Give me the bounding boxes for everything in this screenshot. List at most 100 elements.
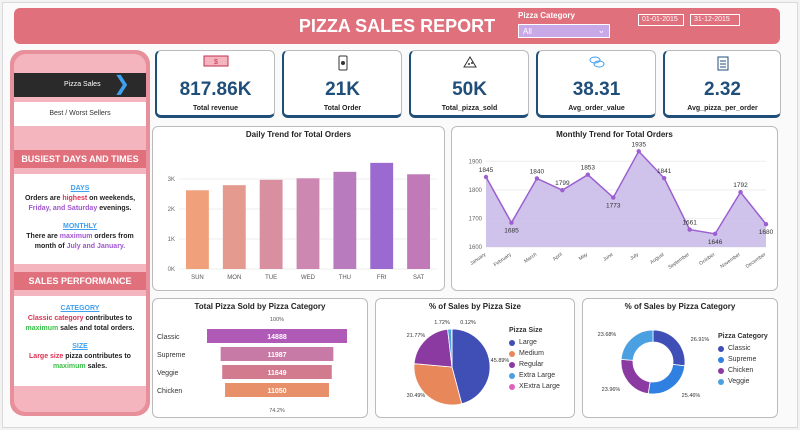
data-point [687, 227, 692, 232]
x-tick-label: FRI [377, 275, 387, 281]
kpi-value: 2.32 [704, 79, 741, 100]
days-text: on weekends, [89, 195, 136, 202]
data-label: 1845 [479, 167, 494, 174]
data-label: 1646 [708, 239, 723, 246]
bar-sat [407, 174, 430, 269]
legend-swatch [509, 350, 515, 357]
legend-label: Regular [519, 361, 544, 368]
days-highlight: Friday, and Saturday [28, 205, 98, 212]
sales-by-category-panel: % of Sales by Pizza Category 26.91% 25.46… [582, 298, 778, 418]
legend-item[interactable]: Supreme [718, 354, 768, 365]
legend-item[interactable]: Chicken [718, 365, 768, 376]
size-text: pizza contributes to [65, 353, 131, 360]
legend-label: Veggie [728, 378, 750, 385]
size-subtitle: SIZE [72, 343, 88, 350]
slice-large [451, 328, 491, 405]
legend-item[interactable]: Regular [509, 359, 560, 370]
legend-swatch [509, 383, 515, 390]
category-subtitle: CATEGORY [60, 305, 100, 312]
slice-classic [652, 329, 686, 367]
legend-label: Chicken [728, 367, 754, 374]
data-point [712, 231, 718, 237]
legend-label: XExtra Large [519, 383, 560, 390]
busiest-days-header: BUSIEST DAYS AND TIMES [14, 150, 146, 168]
monthly-highlight: July and January. [66, 243, 126, 250]
category-legend: Pizza Category Classic Supreme Chicken Veggi… [718, 333, 768, 387]
legend-label: Large [519, 339, 537, 346]
size-legend: Pizza Size Large Medium Regular Extra Large X… [509, 327, 560, 392]
x-tick-label: April [552, 252, 564, 263]
data-label: 1773 [606, 203, 621, 210]
data-point [560, 187, 565, 193]
slice-label: 23.68% [598, 332, 617, 338]
x-tick-label: March [523, 252, 538, 265]
pizza-category-select[interactable]: All ⌄ [518, 24, 610, 38]
y-tick-label: 0K [168, 267, 175, 273]
slice-label: 21.77% [407, 333, 426, 339]
data-point [483, 174, 489, 180]
legend-swatch [718, 345, 724, 352]
data-point [636, 149, 641, 154]
days-text: Orders are [24, 195, 61, 202]
category-text: sales and total orders. [60, 325, 135, 332]
date-end-input[interactable]: 31-12-2015 [690, 14, 740, 26]
funnel-bar-chicken [225, 383, 329, 397]
clipboard-icon [665, 55, 780, 74]
legend-item[interactable]: Medium [509, 348, 560, 359]
days-text: evenings. [99, 205, 132, 212]
pizza-icon [411, 55, 528, 72]
legend-swatch [509, 361, 515, 368]
x-tick-label: December [745, 252, 768, 270]
slice-label: 25.46% [682, 393, 701, 399]
x-tick-label: August [649, 251, 666, 265]
days-subtitle: DAYS [70, 185, 90, 192]
nav-pizza-sales[interactable]: Pizza Sales ❯ [14, 73, 146, 97]
legend-item[interactable]: Extra Large [509, 370, 560, 381]
legend-item[interactable]: Classic [718, 343, 768, 354]
x-tick-label: July [629, 251, 640, 261]
days-highlight: highest [62, 195, 88, 202]
data-point [509, 220, 514, 225]
svg-text:$: $ [214, 59, 218, 66]
x-tick-label: WED [301, 275, 316, 281]
nav-best-worst-sellers[interactable]: Best / Worst Sellers [14, 102, 146, 126]
chart-title: Monthly Trend for Total Orders [556, 130, 673, 139]
funnel-top-label: 100% [270, 317, 284, 323]
category-label: Supreme [157, 352, 186, 359]
legend-item[interactable]: Veggie [718, 376, 768, 387]
chart-title: Daily Trend for Total Orders [245, 130, 352, 139]
chart-title: % of Sales by Pizza Size [428, 302, 522, 311]
y-tick-label: 1600 [469, 245, 483, 251]
slice-label: 0.12% [460, 320, 476, 326]
legend-title: Pizza Size [509, 327, 543, 334]
busiest-days-body: DAYS Orders are highest on weekends, Fri… [14, 174, 146, 264]
kpi-value: 817.86K [179, 79, 252, 100]
monthly-text: There are [26, 233, 58, 240]
kpi-card-total-pizza-sold: 50K Total_pizza_sold [409, 50, 529, 118]
bar-wed [296, 178, 320, 269]
data-label: 1661 [682, 220, 697, 227]
legend-item[interactable]: XExtra Large [509, 381, 560, 392]
coins-icon [538, 55, 655, 72]
kpi-label: Total_pizza_sold [441, 105, 498, 112]
slice-supreme [647, 363, 686, 395]
size-highlight: maximum [52, 363, 86, 370]
data-label: 1935 [631, 141, 646, 148]
slice-chicken [620, 358, 651, 395]
chevron-down-icon: ⌄ [597, 25, 605, 35]
date-end-value: 31-12-2015 [694, 16, 730, 23]
kpi-label: Avg_order_value [568, 105, 625, 112]
phone-order-icon [284, 55, 401, 74]
category-text: contributes to [85, 315, 133, 322]
y-tick-label: 2K [168, 207, 175, 213]
data-label: 1853 [581, 165, 596, 172]
pizza-category-select-value: All [523, 27, 532, 36]
funnel-bar-veggie [222, 365, 332, 379]
date-start-input[interactable]: 01-01-2015 [638, 14, 684, 26]
size-highlight: Large size [29, 353, 64, 360]
data-label: 1685 [504, 228, 519, 235]
monthly-text: month of [34, 243, 65, 250]
daily-trend-panel: Daily Trend for Total Orders 0K 1K 2K 3K SUN… [152, 126, 445, 291]
legend-item[interactable]: Large [509, 337, 560, 348]
